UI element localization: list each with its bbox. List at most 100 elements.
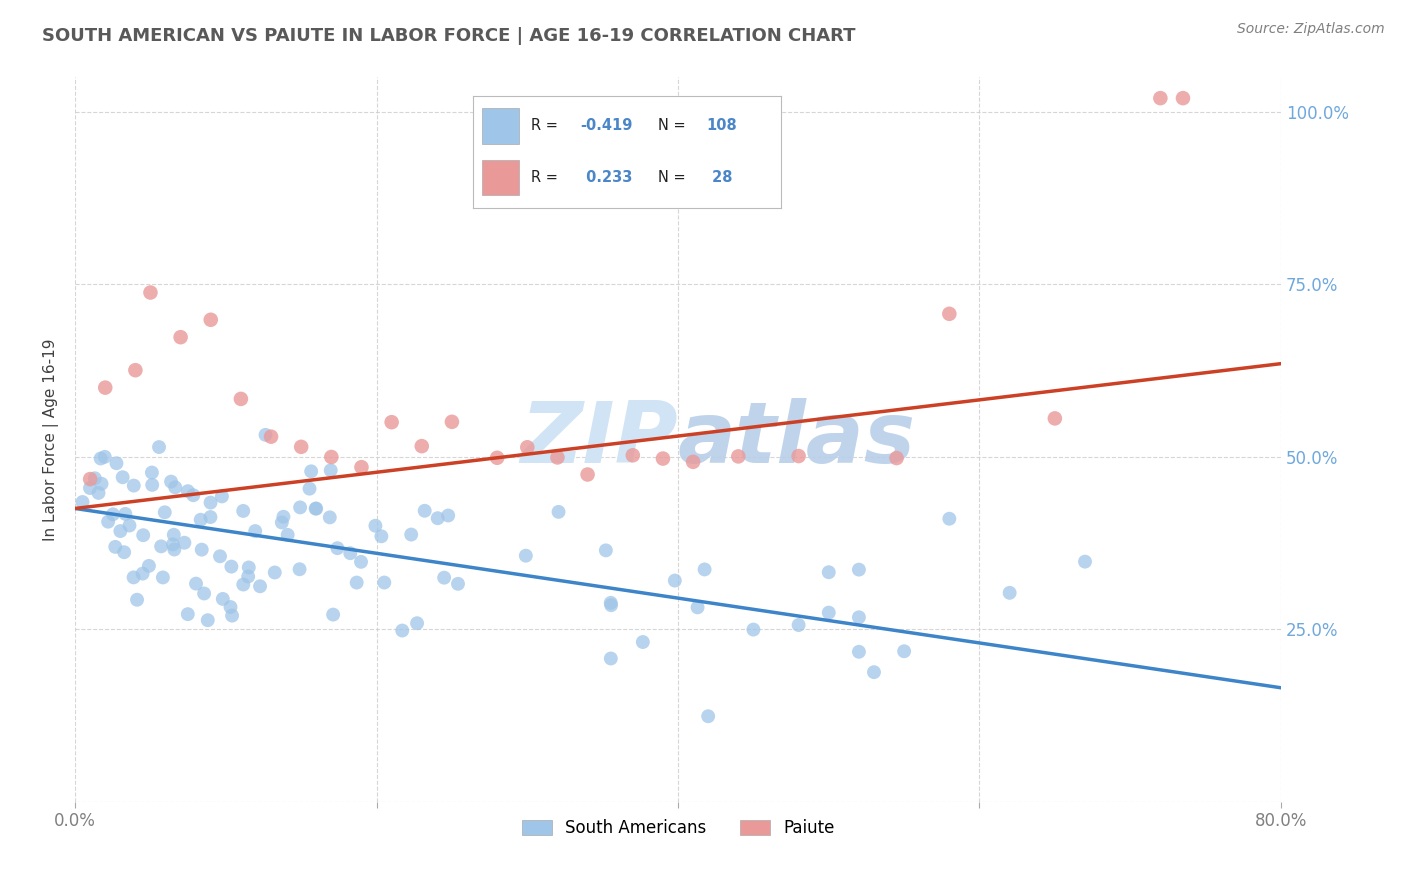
Point bbox=[599, 596, 621, 610]
Point bbox=[101, 508, 124, 522]
Point bbox=[886, 451, 908, 466]
Point bbox=[682, 455, 704, 469]
Point bbox=[319, 463, 342, 477]
Point bbox=[863, 665, 886, 680]
Point bbox=[90, 476, 112, 491]
Point bbox=[200, 510, 222, 524]
Point bbox=[1149, 91, 1171, 105]
Point bbox=[208, 549, 231, 564]
Point bbox=[193, 586, 215, 600]
Point bbox=[221, 559, 243, 574]
Point bbox=[350, 460, 373, 475]
Point bbox=[893, 644, 915, 658]
Point bbox=[1171, 91, 1194, 105]
Point bbox=[190, 513, 212, 527]
Point bbox=[277, 528, 299, 542]
Point bbox=[413, 504, 436, 518]
Point bbox=[131, 566, 153, 581]
Point bbox=[440, 415, 463, 429]
Point bbox=[515, 549, 537, 563]
Point bbox=[319, 510, 342, 524]
Point bbox=[426, 511, 449, 525]
Point bbox=[87, 486, 110, 500]
Point bbox=[998, 586, 1021, 600]
Point bbox=[169, 330, 191, 344]
Point bbox=[221, 608, 243, 623]
Text: ZIP: ZIP bbox=[520, 398, 678, 481]
Point bbox=[693, 562, 716, 576]
Point bbox=[122, 478, 145, 492]
Point bbox=[162, 537, 184, 551]
Point bbox=[83, 471, 105, 485]
Point bbox=[600, 598, 623, 612]
Point bbox=[114, 507, 136, 521]
Point bbox=[249, 579, 271, 593]
Point bbox=[305, 501, 328, 516]
Point bbox=[79, 472, 101, 486]
Point bbox=[111, 470, 134, 484]
Point bbox=[391, 624, 413, 638]
Point bbox=[664, 574, 686, 588]
Point bbox=[486, 450, 509, 465]
Point bbox=[254, 428, 277, 442]
Point bbox=[516, 440, 538, 454]
Point bbox=[339, 546, 361, 560]
Point bbox=[211, 490, 233, 504]
Point bbox=[546, 450, 568, 465]
Point bbox=[370, 529, 392, 543]
Point bbox=[105, 456, 128, 470]
Point bbox=[141, 466, 163, 480]
Point bbox=[160, 475, 183, 489]
Point bbox=[787, 449, 810, 463]
Point bbox=[399, 527, 422, 541]
Point bbox=[270, 516, 292, 530]
Point bbox=[150, 540, 173, 554]
Point bbox=[141, 478, 163, 492]
Point bbox=[346, 575, 368, 590]
Point bbox=[848, 645, 870, 659]
Point bbox=[232, 577, 254, 591]
Point bbox=[97, 515, 120, 529]
Point bbox=[245, 524, 267, 538]
Text: SOUTH AMERICAN VS PAIUTE IN LABOR FORCE | AGE 16-19 CORRELATION CHART: SOUTH AMERICAN VS PAIUTE IN LABOR FORCE … bbox=[42, 27, 856, 45]
Point bbox=[94, 450, 117, 464]
Point bbox=[381, 415, 404, 429]
Point bbox=[163, 542, 186, 557]
Point bbox=[686, 600, 709, 615]
Point bbox=[229, 392, 252, 406]
Point bbox=[848, 563, 870, 577]
Point bbox=[938, 307, 960, 321]
Point bbox=[547, 505, 569, 519]
Point bbox=[290, 440, 312, 454]
Point bbox=[94, 381, 117, 395]
Point bbox=[273, 509, 295, 524]
Point bbox=[124, 363, 146, 377]
Point bbox=[132, 528, 155, 542]
Point bbox=[599, 651, 621, 665]
Point bbox=[304, 501, 326, 516]
Point bbox=[1074, 555, 1097, 569]
Point bbox=[219, 600, 242, 615]
Point bbox=[631, 635, 654, 649]
Point bbox=[110, 524, 132, 538]
Point bbox=[373, 575, 395, 590]
Legend: South Americans, Paiute: South Americans, Paiute bbox=[515, 813, 841, 844]
Point bbox=[104, 540, 127, 554]
Point bbox=[238, 569, 260, 583]
Point bbox=[326, 541, 349, 556]
Point bbox=[817, 606, 839, 620]
Text: Source: ZipAtlas.com: Source: ZipAtlas.com bbox=[1237, 22, 1385, 37]
Point bbox=[197, 613, 219, 627]
Point bbox=[211, 591, 233, 606]
Point bbox=[406, 616, 429, 631]
Point bbox=[260, 430, 283, 444]
Point bbox=[322, 607, 344, 622]
Point bbox=[652, 451, 675, 466]
Point bbox=[298, 482, 321, 496]
Point bbox=[232, 504, 254, 518]
Point bbox=[437, 508, 460, 523]
Point bbox=[152, 570, 174, 584]
Point bbox=[79, 481, 101, 495]
Point bbox=[148, 440, 170, 454]
Point bbox=[190, 542, 212, 557]
